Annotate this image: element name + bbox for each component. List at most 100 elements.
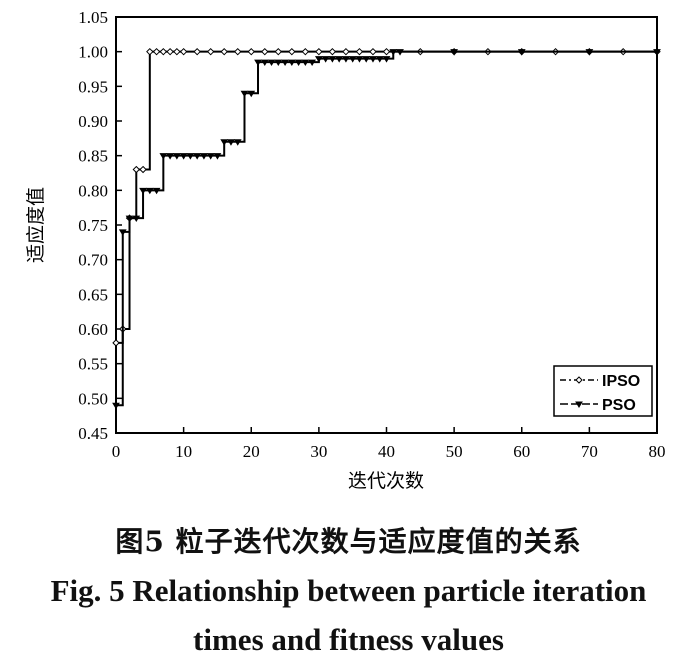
- ipso-data-point: [146, 47, 154, 56]
- pso-data-point: [294, 59, 303, 67]
- y-tick-label: 0.95: [78, 77, 108, 96]
- pso-data-point: [145, 187, 154, 195]
- pso-data-point: [321, 56, 330, 63]
- pso-data-point: [233, 139, 242, 146]
- pso-data-point: [186, 153, 195, 160]
- ipso-data-point: [315, 47, 323, 56]
- pso-data-point: [314, 56, 323, 63]
- pso-data-point: [450, 49, 459, 56]
- y-tick-label: 0.65: [78, 285, 108, 304]
- x-tick-label: 0: [112, 442, 121, 461]
- y-tick-label: 0.45: [78, 424, 108, 443]
- pso-data-point: [260, 59, 269, 67]
- pso-data-point: [227, 139, 235, 146]
- pso-data-point: [389, 49, 398, 56]
- x-tick-label: 80: [649, 442, 666, 461]
- pso-data-point: [179, 153, 188, 160]
- x-tick-label: 40: [378, 442, 395, 461]
- ipso-data-point: [261, 47, 269, 56]
- ipso-data-point: [132, 165, 140, 174]
- pso-data-point: [152, 187, 161, 195]
- legend-item-ipso: IPSO: [560, 373, 640, 390]
- pso-data-point: [517, 49, 526, 56]
- ipso-data-point: [328, 47, 337, 56]
- pso-data-point: [301, 59, 310, 67]
- pso-data-point: [132, 215, 141, 223]
- y-tick-label: 0.70: [78, 251, 108, 270]
- legend-box: [553, 365, 653, 417]
- y-tick-label: 0.90: [78, 112, 108, 131]
- caption-english-line2: times and fitness values: [193, 622, 504, 657]
- x-axis: 0 10 20 30 40 50 60 70 80: [112, 427, 666, 461]
- y-tick-label: 0.85: [78, 147, 108, 166]
- y-tick-label: 1.05: [78, 8, 108, 27]
- pso-data-point: [585, 49, 594, 56]
- ipso-data-point: [274, 47, 283, 56]
- pso-data-point: [653, 49, 661, 56]
- ipso-data-point: [355, 47, 364, 56]
- pso-data-point: [112, 402, 120, 410]
- ipso-data-point: [247, 47, 255, 56]
- series-ipso: [112, 47, 661, 347]
- ipso-data-point: [152, 47, 161, 56]
- pso-data-point: [348, 56, 357, 63]
- pso-data-point: [240, 90, 249, 98]
- ipso-data-point: [234, 47, 242, 56]
- pso-data-point: [125, 215, 134, 223]
- pso-data-point: [166, 153, 174, 160]
- y-axis-label: 适应度值: [25, 187, 47, 263]
- caption-chinese: 图5 粒子迭代次数与适应度值的关系: [115, 525, 582, 558]
- pso-data-point: [254, 59, 262, 67]
- legend-item-pso: PSO: [560, 397, 636, 414]
- ipso-data-point: [166, 47, 174, 56]
- pso-data-point: [213, 153, 222, 160]
- pso-data-point: [274, 59, 283, 67]
- y-tick-label: 1.00: [78, 43, 108, 62]
- x-tick-label: 60: [513, 442, 530, 461]
- ipso-data-point: [179, 47, 188, 56]
- ipso-data-point: [220, 47, 228, 56]
- caption-english-line1: Fig. 5 Relationship between particle ite…: [50, 573, 647, 608]
- pso-data-point: [335, 56, 344, 63]
- pso-data-point: [355, 56, 364, 63]
- pso-data-point: [247, 90, 256, 98]
- y-tick-label: 0.80: [78, 181, 108, 200]
- x-tick-label: 50: [446, 442, 463, 461]
- pso-line: [116, 50, 657, 407]
- series-layer: [112, 47, 661, 410]
- ipso-data-point: [342, 47, 350, 56]
- pso-data-point: [118, 229, 127, 236]
- pso-data-point: [220, 139, 229, 146]
- y-axis: 0.45 0.50 0.55 0.60 0.65 0.70 0.75 0.80 0.85 0.90…: [78, 8, 122, 443]
- ipso-data-point: [206, 47, 215, 56]
- pso-data-point: [206, 153, 215, 160]
- legend: IPSO PSO: [553, 365, 653, 417]
- y-tick-label: 0.75: [78, 216, 108, 235]
- pso-data-point: [382, 56, 391, 63]
- pso-data-point: [287, 59, 296, 67]
- ipso-data-point: [112, 339, 120, 347]
- pso-data-point: [200, 153, 208, 160]
- y-tick-label: 0.55: [78, 355, 108, 374]
- pso-data-point: [396, 49, 404, 56]
- pso-data-point: [193, 153, 202, 160]
- y-tick-label: 0.60: [78, 320, 108, 339]
- legend-marker-pso: [575, 401, 583, 408]
- x-tick-label: 30: [310, 442, 327, 461]
- pso-data-point: [362, 56, 371, 63]
- pso-data-point: [281, 59, 289, 67]
- legend-marker-ipso: [575, 376, 583, 384]
- pso-data-point: [342, 56, 350, 63]
- ipso-data-point: [288, 47, 296, 56]
- ipso-data-point: [173, 47, 181, 56]
- pso-data-point: [159, 153, 168, 160]
- pso-data-point: [139, 187, 147, 195]
- pso-data-point: [328, 56, 337, 63]
- ipso-line: [116, 50, 657, 344]
- ipso-data-point: [369, 47, 377, 56]
- pso-data-point: [369, 56, 377, 63]
- series-pso: [112, 49, 661, 410]
- legend-label-pso: PSO: [602, 397, 636, 414]
- pso-data-point: [267, 59, 276, 67]
